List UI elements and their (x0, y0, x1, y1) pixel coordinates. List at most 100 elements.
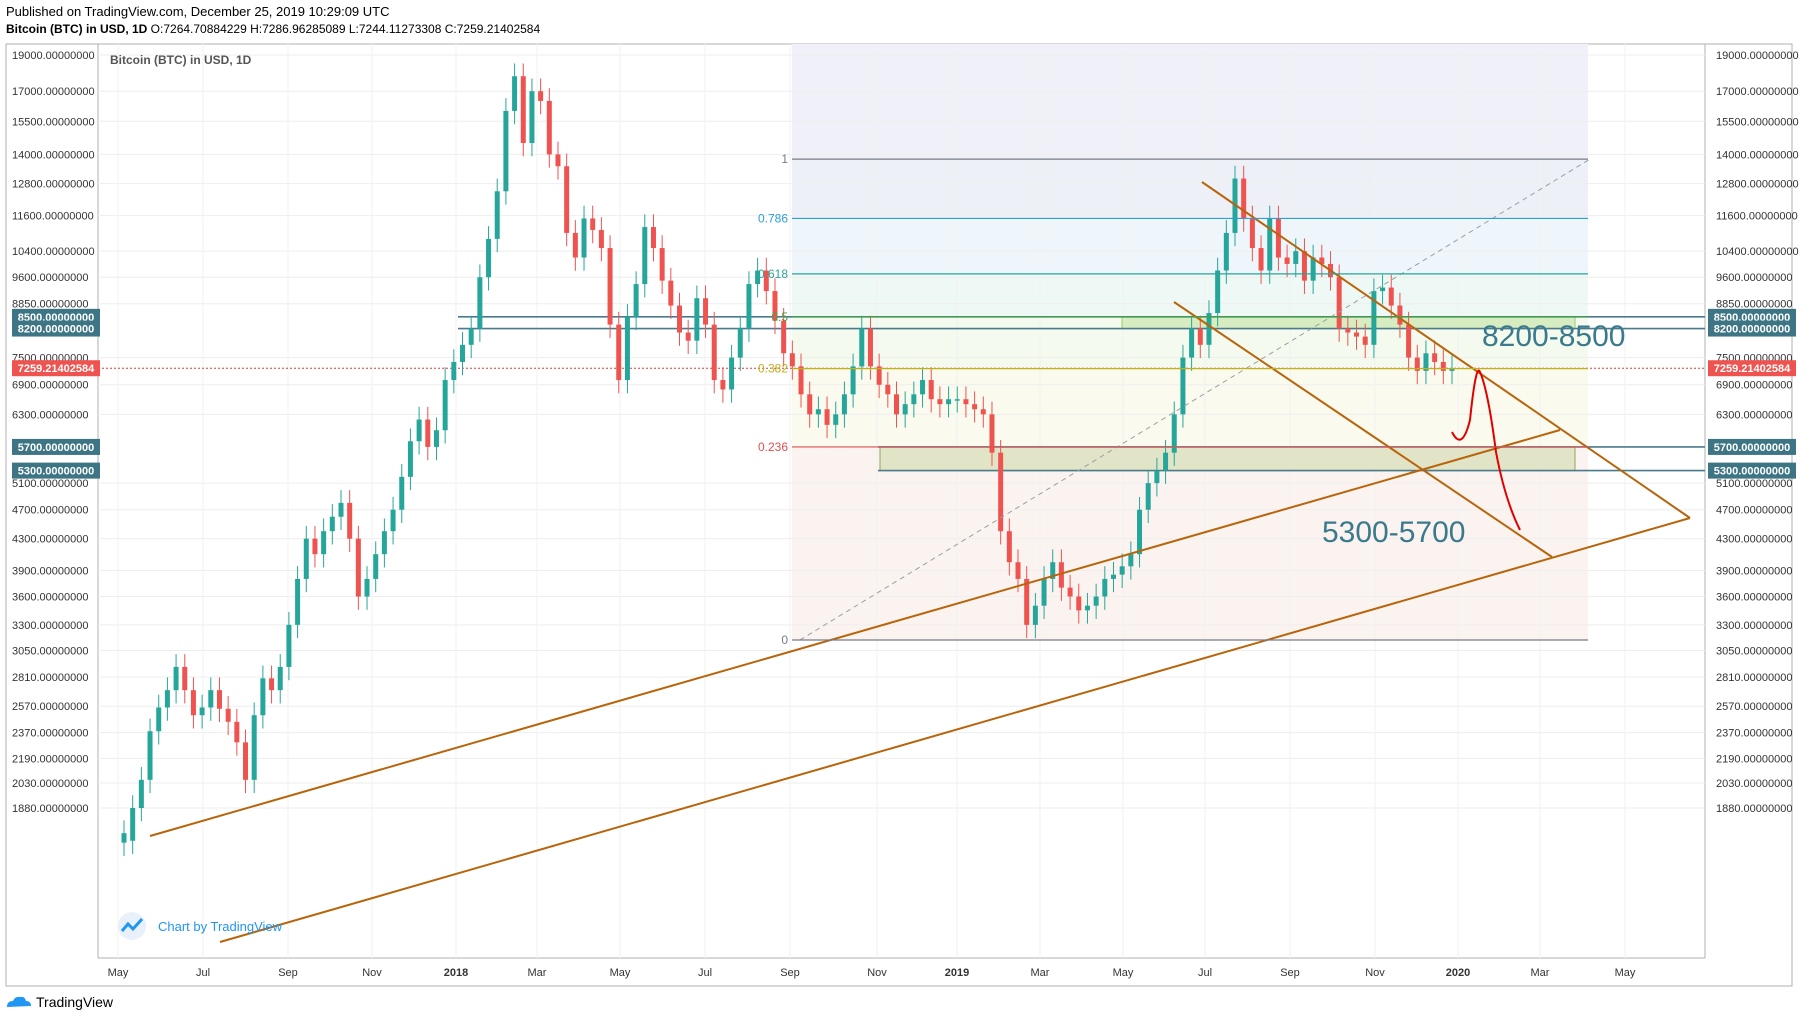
candle-body (624, 316, 630, 381)
trend-lines (149, 158, 1691, 943)
candle-body (737, 328, 743, 358)
fib-band (792, 273, 1588, 317)
candle-body (1180, 357, 1186, 415)
candle-body (1154, 470, 1160, 484)
fib-diagonal (799, 158, 1591, 641)
x-tick: Mar (1031, 967, 1050, 979)
candle-body (564, 166, 570, 233)
tradingview-watermark[interactable]: Chart by TradingView (118, 912, 283, 940)
candle-body (1189, 328, 1195, 358)
candle-body (1163, 452, 1169, 471)
candle-body (1128, 554, 1134, 567)
x-tick: 2019 (945, 967, 969, 979)
candle-body (590, 218, 596, 230)
y-tick-right: 6900.00000000 (1716, 380, 1792, 392)
candle-body (1006, 531, 1012, 563)
candle-body (746, 284, 752, 329)
candle-body (1197, 328, 1203, 345)
candle-body (173, 666, 179, 691)
candle-body (694, 298, 700, 341)
y-tick-left: 3050.00000000 (12, 645, 88, 657)
candle-body (156, 707, 162, 732)
trend-line (1201, 181, 1691, 519)
candle-body (1293, 251, 1299, 264)
candle-body (1380, 287, 1386, 292)
candle-body (659, 248, 665, 281)
symbol-info: Bitcoin (BTC) in USD, 1D O:7264.70884229… (6, 22, 540, 36)
candle-body (807, 394, 813, 415)
candle-body (433, 430, 439, 447)
candle-body (321, 531, 327, 555)
candle-body (1362, 336, 1368, 345)
trend-line (149, 429, 1561, 837)
x-tick: Nov (1365, 967, 1385, 979)
candle-body (512, 76, 518, 111)
x-tick: 2020 (1446, 967, 1470, 979)
candle-body (972, 404, 978, 410)
candle-body (1319, 257, 1325, 264)
candle-body (789, 353, 795, 367)
y-tick-left: 9600.00000000 (12, 272, 88, 284)
candle-body (772, 291, 778, 321)
candle-body (1336, 277, 1342, 329)
candle-body (182, 666, 188, 691)
candle-body (373, 554, 379, 579)
candle-body (677, 305, 683, 333)
candle-body (841, 394, 847, 415)
price-badge-text: 8200.00000000 (1714, 324, 1790, 336)
left-y-axis: 19000.00000000 17000.00000000 15500.000000… (12, 50, 95, 815)
y-tick-right: 3600.00000000 (1716, 592, 1792, 604)
y-tick-left: 2570.00000000 (12, 701, 88, 713)
y-tick-left: 6900.00000000 (12, 380, 88, 392)
candle-body (260, 678, 266, 716)
price-badge-box (12, 462, 100, 479)
price-badge-text: 5700.00000000 (1714, 442, 1790, 454)
candle-body (763, 270, 769, 292)
price-badge-box (1708, 462, 1796, 479)
y-tick-right: 4300.00000000 (1716, 534, 1792, 546)
candle-body (477, 277, 483, 329)
candle-body (338, 502, 344, 517)
candle-body (815, 409, 821, 415)
y-tick-left: 3300.00000000 (12, 620, 88, 632)
candle-body (1137, 509, 1143, 555)
candle-body (902, 404, 908, 415)
y-tick-right: 3300.00000000 (1716, 620, 1792, 632)
y-tick-right: 14000.00000000 (1716, 149, 1799, 161)
y-tick-left: 4300.00000000 (12, 534, 88, 546)
fib-background (792, 44, 1588, 640)
candle-body (867, 328, 873, 367)
price-badge-box (1708, 360, 1796, 377)
candle-body (1102, 578, 1108, 597)
candle-body (1032, 605, 1038, 625)
candle-body (998, 452, 1004, 532)
candle-body (1275, 218, 1281, 258)
fib-label: 0.382 (758, 362, 788, 376)
candle-body (208, 690, 214, 708)
candle-body (1215, 270, 1221, 314)
candle-body (1050, 562, 1056, 579)
candle-body (295, 578, 301, 625)
y-tick-left: 3900.00000000 (12, 565, 88, 577)
candle-body (1241, 178, 1247, 219)
candle-body (251, 715, 257, 780)
grid-lines (98, 44, 1705, 958)
y-tick-right: 8850.00000000 (1716, 299, 1792, 311)
candle-body (1310, 257, 1316, 281)
candle-body (1423, 353, 1429, 371)
fib-band-top (792, 44, 1588, 160)
y-tick-left: 19000.00000000 (12, 50, 95, 62)
candle-body (529, 91, 535, 143)
candle-body (546, 100, 552, 155)
x-tick: Jul (196, 967, 210, 979)
y-tick-right: 4700.00000000 (1716, 505, 1792, 517)
y-tick-right: 15500.00000000 (1716, 116, 1799, 128)
footer-brand: TradingView (36, 994, 114, 1010)
candle-body (1145, 483, 1151, 510)
candle-body (199, 707, 205, 716)
y-tick-left: 15500.00000000 (12, 116, 95, 128)
candle-body (1301, 251, 1307, 281)
candle-body (911, 394, 917, 405)
fib-band (792, 368, 1588, 447)
